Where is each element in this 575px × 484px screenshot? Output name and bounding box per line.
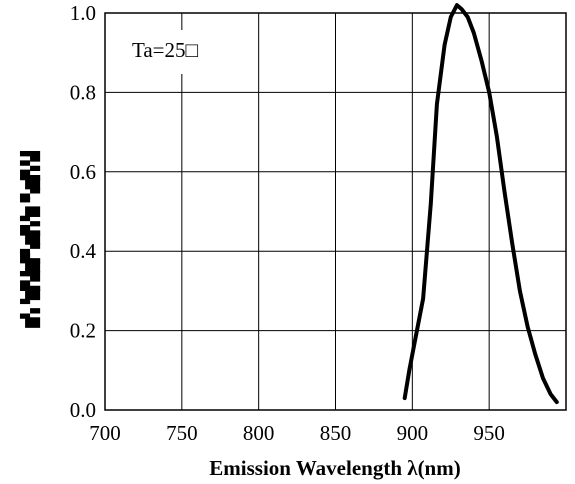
y-tick-label: 0.0	[70, 398, 96, 422]
annotation-label: Ta=25□	[132, 38, 199, 62]
x-tick-label: 850	[320, 421, 352, 445]
svg-text:▆▚▝▆▛▟▆▛▚▆▛▞▆▝▚▆▛▞▟: ▆▚▝▆▛▟▆▛▚▆▛▞▆▝▚▆▛▞▟	[19, 151, 41, 329]
y-tick-labels: 0.0 0.2 0.4 0.6 0.8 1.0	[70, 1, 97, 422]
plot-frame	[104, 12, 567, 411]
y-tick-label: 0.8	[70, 80, 96, 104]
x-tick-label: 950	[473, 421, 505, 445]
x-tick-label: 900	[397, 421, 429, 445]
y-tick-label: 1.0	[70, 1, 96, 25]
x-tick-labels: 700 750 800 850 900 950	[89, 421, 505, 445]
y-tick-label: 0.6	[70, 160, 96, 184]
y-tick-label: 0.4	[70, 239, 97, 263]
annotation-box: Ta=25□	[120, 30, 240, 74]
x-tick-label: 700	[89, 421, 121, 445]
y-axis-label-glyphs: ▆▚▝▆▛▟▆▛▚▆▛▞▆▝▚▆▛▞▟	[19, 151, 41, 329]
x-tick-label: 800	[243, 421, 275, 445]
series-line	[402, 3, 559, 405]
x-axis-label: Emission Wavelength λ(nm)	[209, 456, 460, 480]
x-tick-label: 750	[166, 421, 198, 445]
y-tick-label: 0.2	[70, 319, 96, 343]
